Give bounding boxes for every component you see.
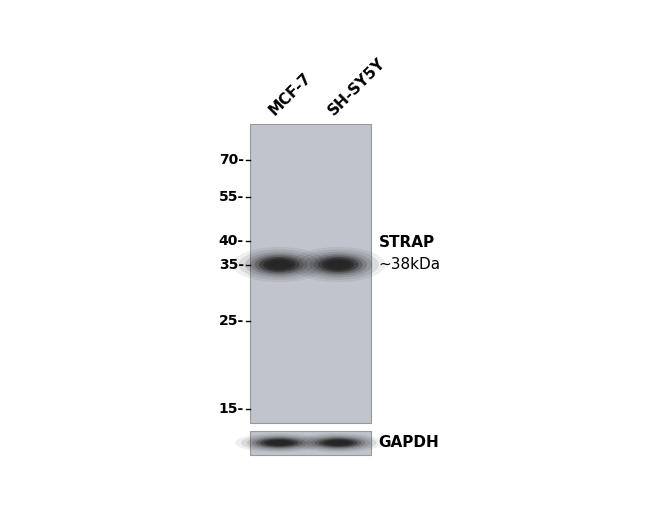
Ellipse shape bbox=[256, 438, 302, 448]
Text: SH-SY5Y: SH-SY5Y bbox=[325, 56, 388, 119]
Ellipse shape bbox=[263, 258, 295, 270]
Ellipse shape bbox=[306, 436, 370, 450]
Ellipse shape bbox=[241, 434, 317, 451]
Text: 15-: 15- bbox=[218, 402, 244, 416]
Text: ~38kDa: ~38kDa bbox=[378, 257, 441, 272]
Ellipse shape bbox=[291, 247, 385, 282]
Ellipse shape bbox=[250, 254, 308, 276]
Text: 25-: 25- bbox=[218, 314, 244, 328]
Ellipse shape bbox=[235, 433, 324, 452]
Ellipse shape bbox=[315, 438, 361, 448]
Ellipse shape bbox=[313, 255, 363, 274]
Bar bbox=[250, 431, 371, 455]
Ellipse shape bbox=[322, 258, 354, 270]
Ellipse shape bbox=[260, 438, 298, 447]
Ellipse shape bbox=[294, 433, 382, 452]
Ellipse shape bbox=[298, 250, 379, 280]
Ellipse shape bbox=[318, 257, 359, 272]
Text: GAPDH: GAPDH bbox=[378, 435, 439, 450]
Ellipse shape bbox=[311, 437, 365, 449]
Ellipse shape bbox=[255, 255, 304, 274]
Ellipse shape bbox=[245, 252, 313, 277]
Ellipse shape bbox=[239, 250, 320, 280]
Text: 70-: 70- bbox=[219, 153, 244, 167]
Text: 35-: 35- bbox=[219, 257, 244, 271]
Text: 55-: 55- bbox=[218, 189, 244, 203]
Ellipse shape bbox=[247, 436, 311, 450]
Text: MCF-7: MCF-7 bbox=[266, 70, 314, 119]
Bar bbox=[250, 124, 371, 423]
Ellipse shape bbox=[304, 252, 372, 277]
Ellipse shape bbox=[323, 439, 354, 446]
Ellipse shape bbox=[326, 260, 350, 269]
Ellipse shape bbox=[268, 440, 291, 445]
Text: 40-: 40- bbox=[219, 233, 244, 248]
Ellipse shape bbox=[267, 260, 291, 269]
Ellipse shape bbox=[259, 257, 300, 272]
Ellipse shape bbox=[232, 247, 326, 282]
Ellipse shape bbox=[264, 439, 294, 446]
Ellipse shape bbox=[319, 438, 358, 447]
Ellipse shape bbox=[252, 437, 306, 449]
Ellipse shape bbox=[327, 440, 349, 445]
Ellipse shape bbox=[309, 254, 367, 276]
Ellipse shape bbox=[300, 434, 376, 451]
Text: STRAP: STRAP bbox=[378, 235, 435, 250]
